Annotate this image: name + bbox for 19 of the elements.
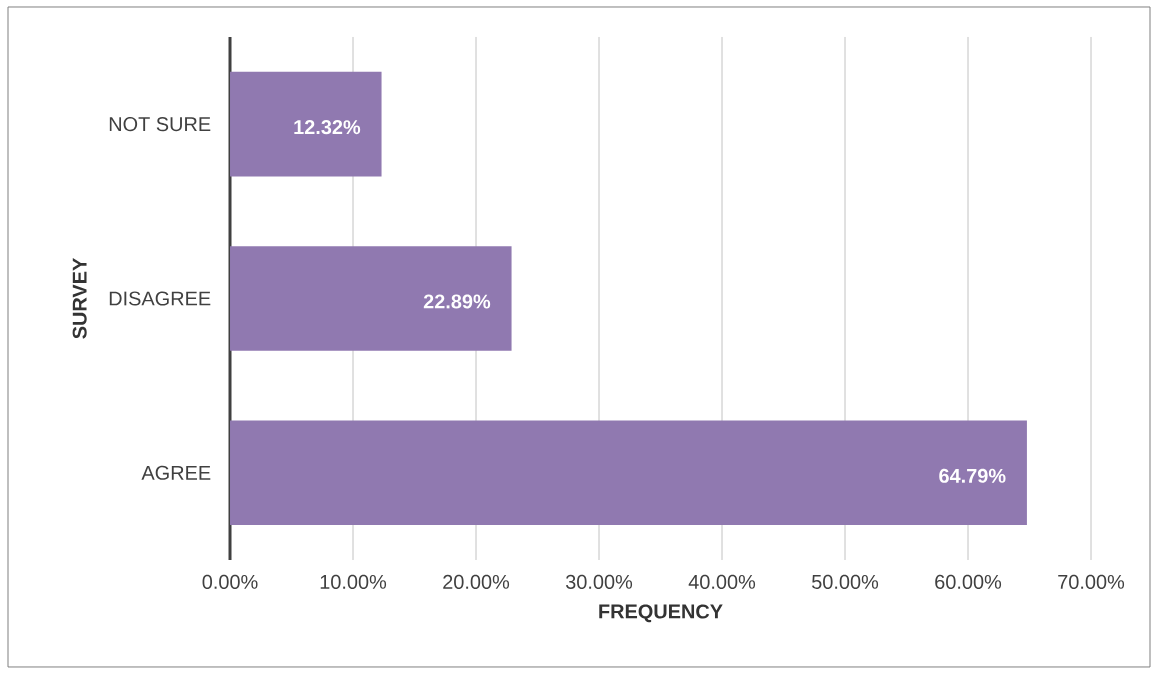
x-tick-label: 60.00% xyxy=(935,574,1002,589)
y-axis-title: SURVEY xyxy=(72,258,87,339)
bar xyxy=(230,246,512,351)
x-axis-title: FREQUENCY xyxy=(599,604,723,623)
x-tick-label: 70.00% xyxy=(1058,574,1125,589)
y-tick-label: AGREE xyxy=(141,465,211,480)
bar xyxy=(230,71,382,177)
x-tick-label: 0.00% xyxy=(202,574,258,589)
x-tick-label: 20.00% xyxy=(443,574,510,589)
bar xyxy=(230,420,1027,526)
data-label: 12.32% xyxy=(294,120,361,135)
x-tick-label: 10.00% xyxy=(320,574,387,589)
y-tick-label: DISAGREE xyxy=(109,291,211,306)
x-tick-label: 50.00% xyxy=(812,574,879,589)
x-tick-label: 40.00% xyxy=(688,574,756,589)
data-label: 64.79% xyxy=(939,468,1006,483)
data-label: 22.89% xyxy=(423,294,491,309)
y-tick-label: NOT SURE xyxy=(109,117,211,132)
x-tick-label: 30.00% xyxy=(565,574,633,589)
